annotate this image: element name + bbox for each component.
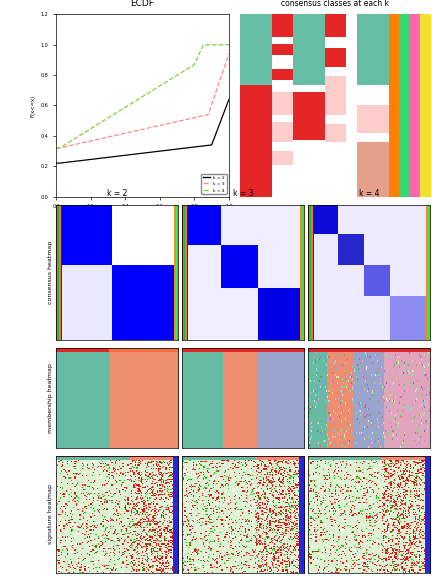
- Title: consensus classes at each k: consensus classes at each k: [281, 0, 389, 8]
- Legend: k = 2, k = 3, k = 4: k = 2, k = 3, k = 4: [201, 173, 227, 194]
- Y-axis label: signature heatmap: signature heatmap: [48, 484, 54, 544]
- Title: ECDF: ECDF: [130, 0, 155, 8]
- Title: k = 4: k = 4: [359, 190, 379, 198]
- Y-axis label: F(x<=x): F(x<=x): [30, 94, 35, 116]
- Y-axis label: membership heatmap: membership heatmap: [48, 363, 54, 433]
- Title: k = 2: k = 2: [107, 190, 127, 198]
- Y-axis label: consensus heatmap: consensus heatmap: [48, 241, 54, 304]
- X-axis label: consensus k value (x): consensus k value (x): [114, 215, 172, 219]
- Title: k = 3: k = 3: [233, 190, 253, 198]
